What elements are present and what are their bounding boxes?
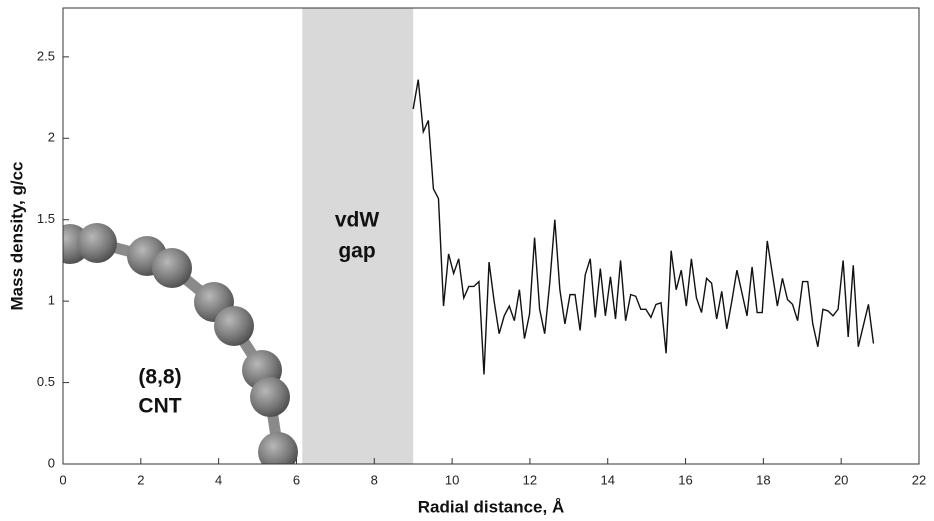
x-tick-label: 14 (600, 472, 614, 487)
y-tick-label: 1.5 (37, 211, 55, 226)
x-tick-label: 8 (371, 472, 378, 487)
x-tick-label: 22 (912, 472, 926, 487)
y-tick-label: 0.5 (37, 374, 55, 389)
x-tick-label: 4 (215, 472, 222, 487)
x-tick-label: 12 (523, 472, 537, 487)
plot-frame (62, 7, 920, 465)
annotation: CNT (138, 395, 181, 418)
x-tick-label: 16 (678, 472, 692, 487)
x-tick-label: 20 (834, 472, 848, 487)
density-line (412, 79, 875, 375)
y-axis-title: Mass density, g/cc (7, 162, 26, 311)
y-tick-label: 2 (48, 130, 55, 145)
annotation: gap (338, 240, 375, 263)
y-tick-label: 1 (48, 293, 55, 308)
cnt-illustration (63, 223, 298, 464)
x-tick-label: 2 (137, 472, 144, 487)
x-tick-label: 0 (59, 472, 66, 487)
annotation: (8,8) (138, 366, 181, 389)
x-tick-label: 6 (293, 472, 300, 487)
annotation: vdW (335, 209, 380, 232)
x-axis-title: Radial distance, Å (418, 497, 564, 516)
y-tick-label: 2.5 (37, 48, 55, 63)
x-tick-label: 18 (756, 472, 770, 487)
y-tick-label: 0 (48, 455, 55, 470)
vdw-gap-region (302, 8, 414, 464)
x-tick-label: 10 (445, 472, 459, 487)
